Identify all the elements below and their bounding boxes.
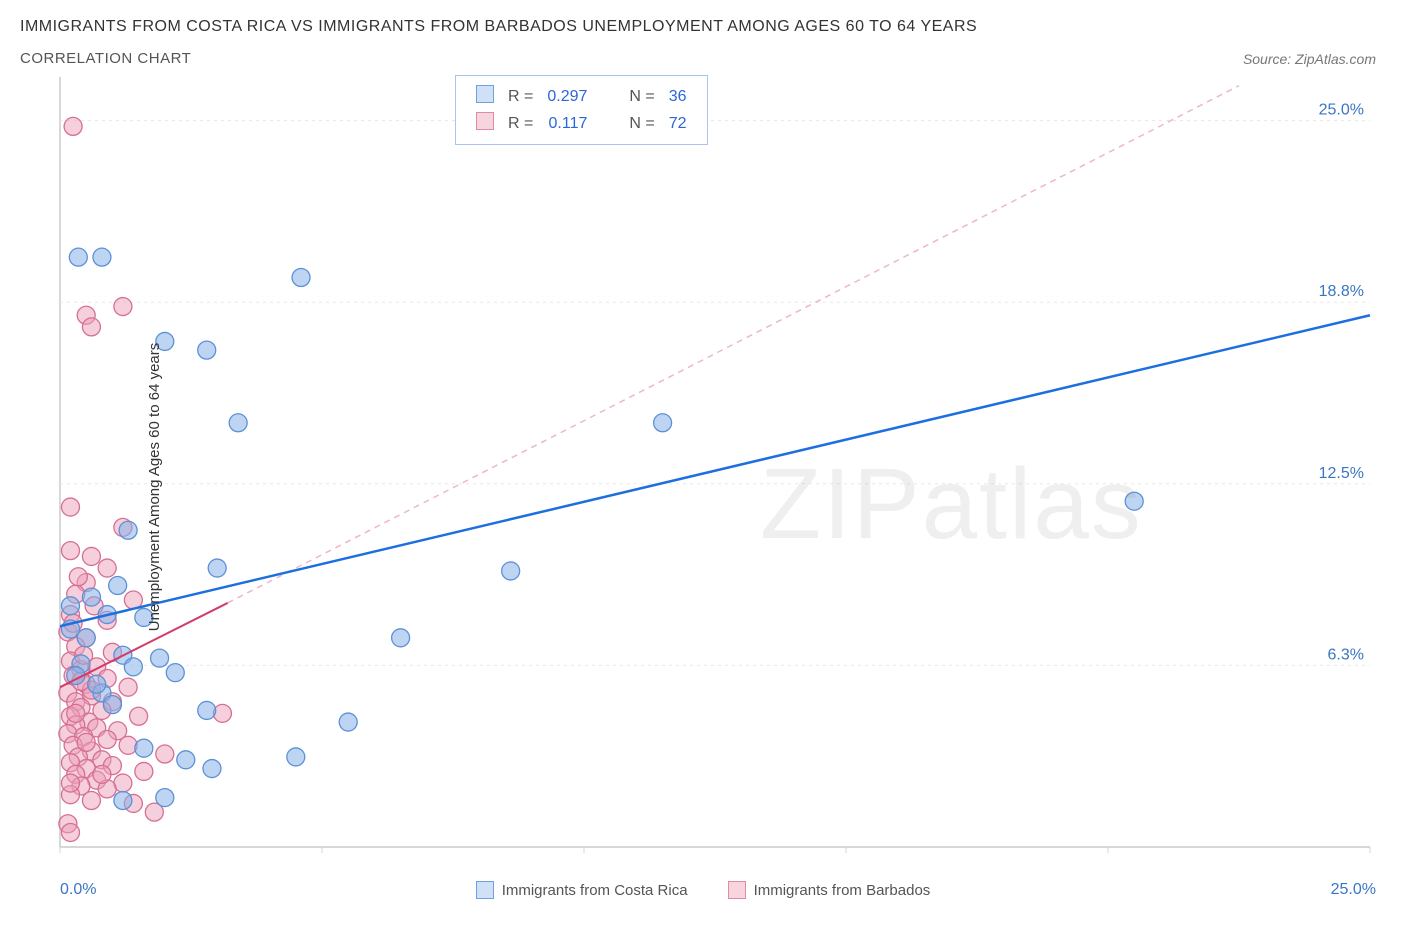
info-box-row: R =0.297 N =36 xyxy=(470,84,693,109)
series-swatch-icon xyxy=(476,85,494,103)
series-swatch-icon xyxy=(476,112,494,130)
svg-text:25.0%: 25.0% xyxy=(1319,102,1364,119)
header: IMMIGRANTS FROM COSTA RICA VS IMMIGRANTS… xyxy=(0,0,1406,67)
chart-subtitle: CORRELATION CHART xyxy=(20,50,191,67)
x-axis-max-label: 25.0% xyxy=(1331,881,1376,899)
svg-text:6.3%: 6.3% xyxy=(1328,646,1364,663)
n-label: N = xyxy=(623,84,660,109)
n-value: 72 xyxy=(663,111,693,136)
x-axis-min-label: 0.0% xyxy=(60,881,96,899)
chart-area: Unemployment Among Ages 60 to 64 years 6… xyxy=(0,67,1406,907)
scatter-plot-svg: 6.3% 12.5% 18.8% 25.0% xyxy=(0,67,1406,877)
chart-title: IMMIGRANTS FROM COSTA RICA VS IMMIGRANTS… xyxy=(20,18,1386,36)
n-value: 36 xyxy=(663,84,693,109)
legend-swatch-icon xyxy=(728,881,746,899)
r-value: 0.297 xyxy=(541,84,593,109)
bottom-legend-bar: 0.0% Immigrants from Costa Rica Immigrant… xyxy=(0,881,1406,899)
legend-item: Immigrants from Costa Rica xyxy=(476,881,688,899)
legend-swatch-icon xyxy=(476,881,494,899)
r-label: R = xyxy=(502,111,539,136)
info-box-row: R =0.117 N =72 xyxy=(470,111,693,136)
source-attribution: Source: ZipAtlas.com xyxy=(1243,51,1386,67)
svg-text:18.8%: 18.8% xyxy=(1319,283,1364,300)
legend-label: Immigrants from Barbados xyxy=(754,882,931,899)
legend-item: Immigrants from Barbados xyxy=(728,881,931,899)
r-value: 0.117 xyxy=(541,111,593,136)
svg-text:12.5%: 12.5% xyxy=(1319,465,1364,482)
correlation-info-box: R =0.297 N =36 R =0.117 N =72 xyxy=(455,75,708,145)
n-label: N = xyxy=(623,111,660,136)
r-label: R = xyxy=(502,84,539,109)
y-axis-label: Unemployment Among Ages 60 to 64 years xyxy=(146,343,163,632)
legend-label: Immigrants from Costa Rica xyxy=(502,882,688,899)
